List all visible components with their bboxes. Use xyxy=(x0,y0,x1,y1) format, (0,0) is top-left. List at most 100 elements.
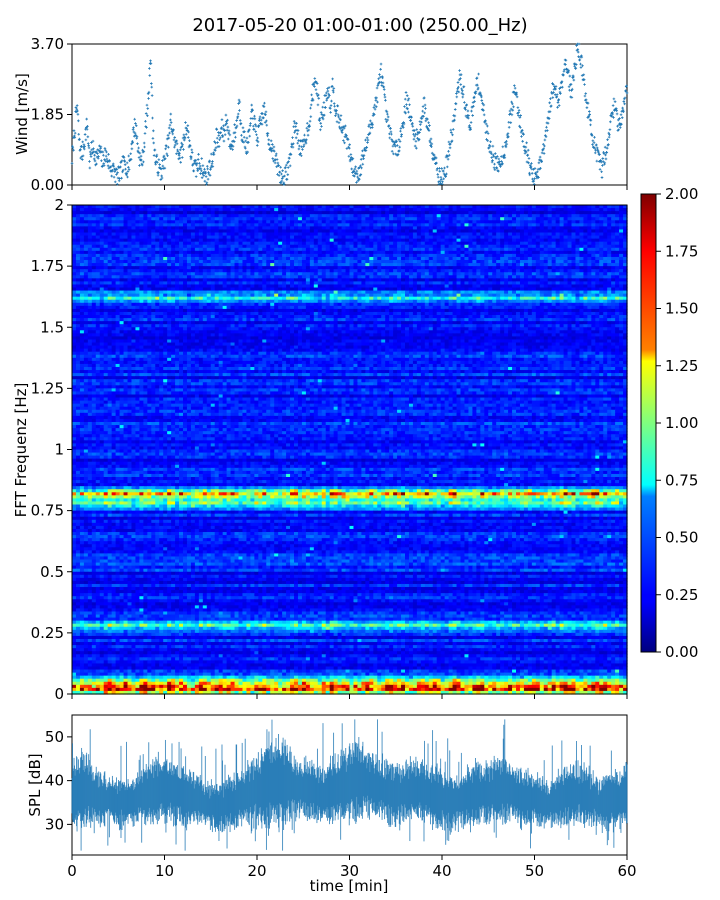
wind-point xyxy=(332,102,336,105)
wind-point xyxy=(454,102,458,106)
wind-point xyxy=(203,167,206,171)
wind-point xyxy=(516,106,520,109)
wind-point xyxy=(228,133,232,137)
wind-point xyxy=(323,113,326,117)
wind-point xyxy=(345,147,349,150)
wind-point xyxy=(256,140,260,144)
wind-point xyxy=(207,172,211,176)
wind-point xyxy=(390,138,394,141)
wind-point xyxy=(338,127,342,131)
wind-point xyxy=(148,67,151,70)
wind-point xyxy=(115,173,118,176)
wind-point xyxy=(491,159,494,162)
wind-point xyxy=(254,130,257,133)
wind-point xyxy=(127,168,131,171)
wind-point xyxy=(132,126,135,130)
wind-point xyxy=(315,92,319,96)
wind-point xyxy=(151,116,154,120)
wind-point xyxy=(318,116,322,120)
wind-point xyxy=(225,121,229,125)
wind-point xyxy=(623,102,626,106)
wind-point xyxy=(124,167,127,171)
wind-point xyxy=(405,94,409,97)
wind-point xyxy=(335,120,339,124)
wind-point xyxy=(140,158,143,162)
wind-point xyxy=(218,138,221,142)
wind-point xyxy=(436,175,440,179)
wind-point xyxy=(308,125,311,128)
wind-point xyxy=(88,160,91,163)
wind-point xyxy=(231,148,234,151)
wind-point xyxy=(406,107,409,111)
wind-point xyxy=(555,93,559,96)
wind-point xyxy=(521,140,524,143)
wind-point xyxy=(620,116,624,119)
wind-point xyxy=(284,166,287,169)
wind-point xyxy=(92,157,96,161)
wind-point xyxy=(123,163,127,166)
wind-point xyxy=(129,158,133,161)
wind-panel: 0.001.853.70 Wind [m/s] xyxy=(13,35,629,194)
wind-point xyxy=(175,142,179,146)
wind-point xyxy=(294,136,298,140)
wind-point xyxy=(475,76,479,80)
wind-point xyxy=(80,144,83,148)
wind-point xyxy=(217,145,221,148)
wind-point xyxy=(365,136,369,140)
wind-point xyxy=(445,165,449,169)
wind-point xyxy=(79,148,82,151)
wind-point xyxy=(398,145,401,149)
wind-point xyxy=(93,159,97,163)
wind-point xyxy=(75,107,79,111)
wind-point xyxy=(225,128,229,132)
wind-point xyxy=(187,130,190,134)
wind-point xyxy=(244,146,247,150)
wind-point xyxy=(491,144,495,148)
wind-point xyxy=(206,167,209,171)
wind-point xyxy=(211,165,215,168)
wind-point xyxy=(402,122,406,126)
wind-point xyxy=(611,104,615,107)
wind-point xyxy=(333,104,336,108)
wind-point xyxy=(415,133,419,136)
wind-point xyxy=(471,114,474,117)
wind-point xyxy=(115,168,119,171)
wind-point xyxy=(372,106,376,109)
wind-point xyxy=(163,157,167,160)
wind-point xyxy=(172,128,175,132)
wind-point xyxy=(259,118,263,122)
wind-point xyxy=(237,98,241,102)
wind-point xyxy=(296,129,300,132)
wind-point xyxy=(211,160,214,163)
wind-point xyxy=(284,163,288,167)
wind-point xyxy=(150,85,154,89)
wind-point xyxy=(311,98,315,102)
wind-point xyxy=(197,153,200,156)
wind-point xyxy=(609,120,612,124)
wind-point xyxy=(528,173,532,177)
wind-point xyxy=(339,114,343,117)
wind-point xyxy=(278,170,282,174)
wind-point xyxy=(178,156,182,160)
wind-point xyxy=(266,134,269,138)
wind-point xyxy=(606,138,609,141)
wind-point xyxy=(305,121,309,125)
wind-point xyxy=(226,125,230,129)
wind-point xyxy=(377,77,380,81)
wind-point xyxy=(447,140,451,144)
wind-point xyxy=(144,119,147,123)
wind-point xyxy=(315,82,319,85)
wind-point xyxy=(404,91,408,94)
wind-point xyxy=(442,177,446,181)
wind-point xyxy=(136,142,139,146)
wind-point xyxy=(409,119,413,122)
wind-point xyxy=(423,111,426,115)
wind-point xyxy=(397,138,401,141)
wind-point xyxy=(134,124,138,127)
wind-point xyxy=(360,166,363,170)
wind-point xyxy=(289,153,293,156)
wind-point xyxy=(605,151,609,154)
wind-point xyxy=(241,126,245,130)
wind-point xyxy=(447,149,450,153)
